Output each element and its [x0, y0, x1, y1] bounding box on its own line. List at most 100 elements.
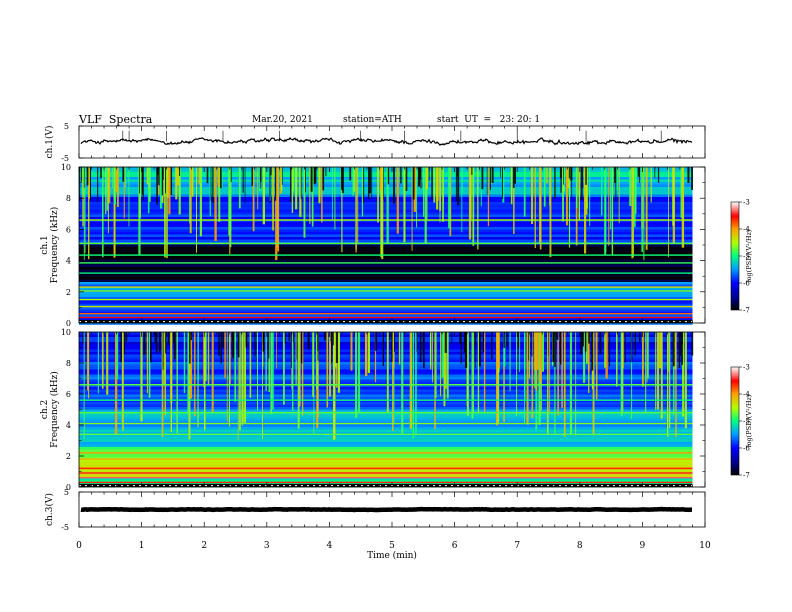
y-tick-label: 4: [66, 421, 71, 430]
strip-dash: [625, 321, 627, 323]
strip-dash: [229, 321, 231, 323]
spectrogram-row: [79, 277, 693, 280]
spectrogram-row: [79, 334, 693, 338]
dark-gap: [313, 167, 316, 185]
sferic-streak: [218, 167, 221, 222]
strip-dash: [607, 485, 609, 487]
dark-gap: [125, 332, 128, 342]
dark-gap: [457, 167, 460, 206]
spectrogram-row: [79, 257, 693, 260]
sferic-streak: [587, 332, 590, 373]
sferic-streak: [516, 332, 518, 417]
sferic-streak: [569, 332, 572, 435]
narrowband-line: [79, 312, 693, 315]
dark-gap: [419, 167, 421, 180]
spectrogram-row: [79, 449, 693, 453]
strip-dash: [403, 485, 405, 487]
sferic-streak: [411, 167, 413, 251]
narrowband-line: [79, 411, 693, 414]
dark-gap: [371, 167, 373, 200]
strip-dash: [481, 321, 483, 323]
strip-dash: [661, 485, 663, 487]
x-tick-label: 9: [640, 541, 646, 551]
spectrogram-row: [79, 224, 693, 228]
spectrogram-row: [79, 227, 693, 230]
dark-gap: [292, 332, 294, 343]
sferic-streak: [620, 332, 623, 416]
strip-dash: [247, 485, 249, 487]
strip-dash: [673, 485, 675, 487]
sferic-streak: [355, 332, 358, 418]
dark-gap: [83, 167, 85, 188]
strip-dash: [493, 321, 495, 323]
strip-dash: [661, 321, 663, 323]
sferic-streak: [604, 167, 607, 255]
dark-gap: [528, 332, 530, 361]
sferic-streak: [189, 167, 192, 234]
sferic-streak: [477, 167, 479, 250]
strip-dash: [211, 485, 213, 487]
sferic-streak: [249, 332, 252, 398]
sferic-streak: [168, 167, 171, 215]
dark-gap: [680, 332, 681, 356]
dark-gap: [330, 332, 332, 342]
strip-dash: [193, 485, 195, 487]
strip-dash: [169, 485, 171, 487]
narrowband-line: [79, 452, 693, 454]
dark-gap: [657, 167, 660, 183]
strip-dash: [421, 321, 423, 323]
strip-dash: [277, 321, 279, 323]
sferic-streak: [238, 167, 241, 209]
spectrogram-row: [79, 202, 693, 205]
strip-dash: [499, 321, 501, 323]
dark-gap: [391, 332, 393, 362]
strip-dash: [607, 321, 609, 323]
dark-gap: [79, 167, 81, 201]
sferic-streak: [176, 332, 178, 434]
strip-dash: [115, 321, 117, 323]
y-axis-label-frequency: Frequency (kHz): [49, 371, 60, 448]
sferic-streak: [684, 332, 687, 429]
dark-gap: [212, 167, 214, 204]
sferic-streak: [114, 167, 116, 257]
colorbar-label: log(PSD)(V²/Hz): [745, 394, 753, 447]
spectrogram-row: [79, 454, 693, 458]
y-axis-label-channel: ch.2: [40, 400, 50, 419]
strip-dash: [277, 485, 279, 487]
sferic-streak: [426, 167, 428, 220]
sferic-streak: [281, 167, 283, 191]
sferic-streak: [164, 332, 166, 416]
sferic-streak: [424, 167, 427, 243]
strip-dash: [667, 485, 669, 487]
spectrogram-row: [79, 219, 693, 223]
strip-dash: [331, 321, 333, 323]
strip-dash: [283, 485, 285, 487]
y-axis-label: ch.1(V): [44, 126, 55, 159]
dark-gap: [165, 167, 166, 194]
sferic-streak: [616, 167, 618, 191]
spectrogram-row: [79, 374, 693, 378]
sferic-streak: [199, 167, 202, 237]
strip-dash: [163, 485, 165, 487]
spectrogram-row: [79, 362, 693, 365]
sferic-streak: [646, 332, 648, 383]
sferic-streak: [140, 332, 143, 422]
sferic-streak: [496, 332, 498, 426]
strip-dash: [505, 321, 507, 323]
sferic-streak: [299, 167, 302, 217]
sferic-streak: [611, 167, 614, 256]
sferic-streak: [367, 332, 370, 374]
sferic-streak: [355, 167, 357, 253]
strip-dash: [595, 485, 597, 487]
spectrogram-row: [79, 247, 693, 250]
dark-gap: [678, 332, 681, 368]
spectrogram-row: [79, 252, 693, 255]
sferic-streak: [381, 167, 384, 260]
sferic-streak: [536, 332, 539, 370]
strip-dash: [307, 485, 309, 487]
sferic-streak: [358, 332, 361, 413]
strip-dash: [517, 485, 519, 487]
sferic-streak: [557, 332, 559, 416]
dark-gap: [251, 167, 253, 186]
sferic-streak: [149, 167, 151, 202]
